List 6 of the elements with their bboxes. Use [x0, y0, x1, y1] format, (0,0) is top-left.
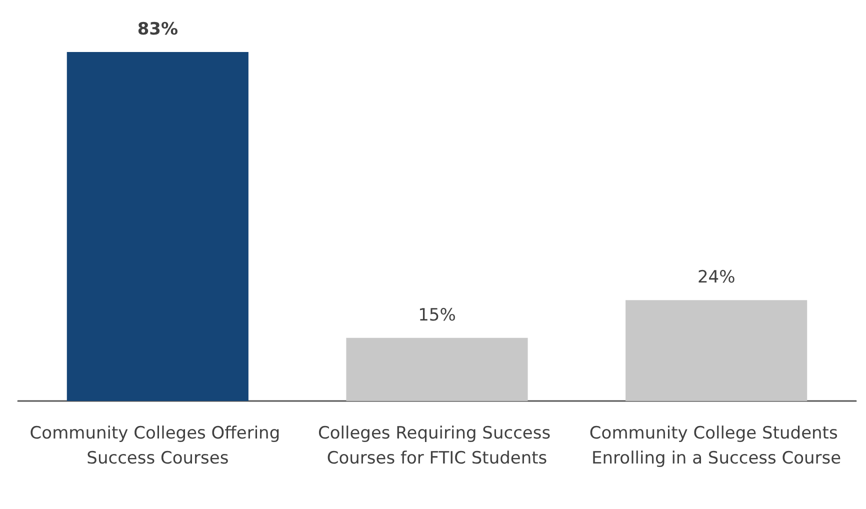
x-tick-label: Community Colleges Offering Success Courses — [30, 424, 286, 468]
x-tick-label: Community College Students Enrolling in a Success Course — [589, 424, 844, 468]
data-label: 15% — [418, 305, 456, 326]
data-label: 83% — [137, 20, 178, 40]
data-label: 24% — [697, 268, 736, 288]
x-tick-label: Colleges Requiring Success Courses for FTIC Students — [318, 424, 556, 468]
